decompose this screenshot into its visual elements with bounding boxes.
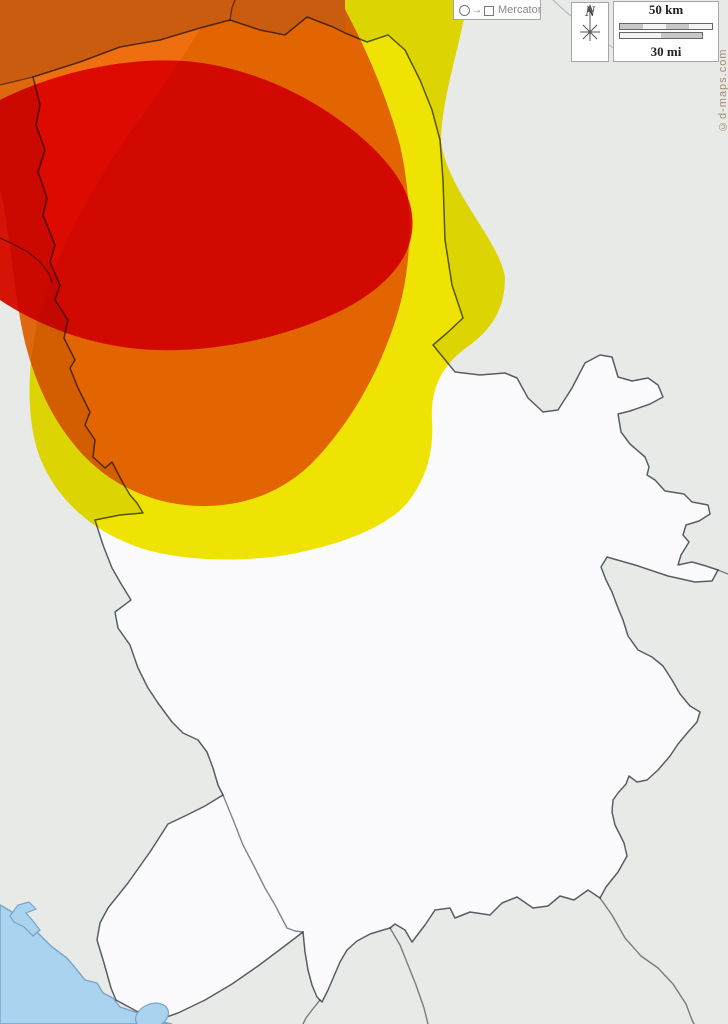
adriatic-sea-shape: [0, 904, 173, 1024]
globe-to-square-icon: →: [459, 5, 494, 16]
border-albania-macedonia: [389, 927, 429, 1024]
border-north-branch: [229, 0, 236, 21]
scale-bar-km: [619, 23, 713, 30]
border-hungary-croatia: [0, 76, 34, 86]
map-watermark: ©d-maps.com: [717, 48, 728, 132]
scale-mi-label: 30 mi: [650, 44, 682, 59]
scale-km-label: 50 km: [648, 2, 684, 17]
border-albania-south: [302, 999, 321, 1024]
border-danube-east-stub: [717, 569, 728, 575]
compass-box: N: [571, 2, 609, 62]
scale-bar-mi: [619, 32, 703, 39]
border-sava: [0, 237, 53, 283]
scale-bar-box: 50 km 30 mi: [613, 1, 719, 62]
warning-zone-dark-orange-band: [0, 0, 345, 85]
compass-rose-icon: [580, 4, 600, 41]
projection-chip: → Mercator: [453, 0, 541, 20]
bay-of-kotor: [9, 901, 41, 937]
projection-label: Mercator: [498, 4, 542, 16]
border-bulgaria-macedonia: [599, 897, 695, 1024]
lake-scutari: [135, 1002, 169, 1024]
